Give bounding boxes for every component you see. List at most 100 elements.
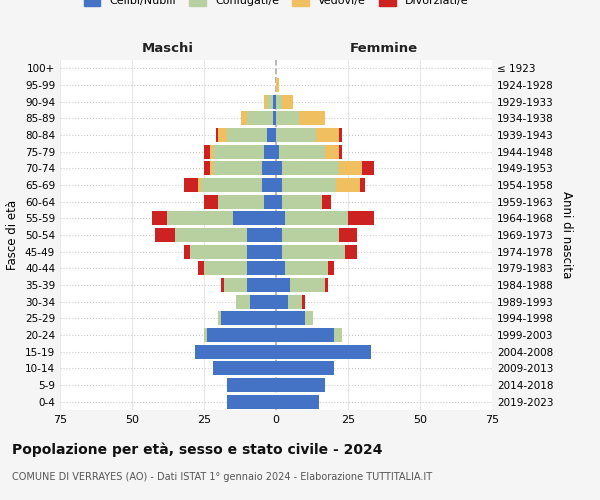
Legend: Celibi/Nubili, Coniugati/e, Vedovi/e, Divorziati/e: Celibi/Nubili, Coniugati/e, Vedovi/e, Di… — [84, 0, 468, 6]
Bar — [204, 261, 247, 276]
Bar — [340, 162, 362, 175]
Bar — [198, 261, 204, 276]
Bar — [276, 112, 299, 126]
Bar — [276, 378, 325, 392]
Bar — [299, 112, 325, 126]
Bar — [218, 194, 265, 209]
Bar — [268, 94, 273, 109]
Bar — [276, 194, 282, 209]
Bar — [276, 278, 290, 292]
Bar — [241, 112, 247, 126]
Bar — [204, 328, 207, 342]
Bar — [322, 194, 331, 209]
Bar — [325, 144, 340, 159]
Bar — [175, 228, 247, 242]
Bar — [276, 144, 279, 159]
Bar — [190, 244, 247, 259]
Bar — [221, 278, 224, 292]
Bar — [340, 128, 342, 142]
Bar — [305, 311, 313, 326]
Bar — [265, 94, 268, 109]
Text: COMUNE DI VERRAYES (AO) - Dati ISTAT 1° gennaio 2024 - Elaborazione TUTTITALIA.I: COMUNE DI VERRAYES (AO) - Dati ISTAT 1° … — [12, 472, 432, 482]
Bar — [204, 162, 210, 175]
Bar — [316, 128, 340, 142]
Bar — [198, 178, 201, 192]
Bar — [233, 211, 276, 226]
Bar — [334, 328, 342, 342]
Bar — [207, 328, 276, 342]
Bar — [276, 261, 284, 276]
Bar — [262, 162, 276, 175]
Bar — [282, 162, 340, 175]
Text: Popolazione per età, sesso e stato civile - 2024: Popolazione per età, sesso e stato civil… — [12, 442, 383, 457]
Bar — [215, 128, 218, 142]
Bar — [282, 178, 337, 192]
Bar — [279, 144, 325, 159]
Bar — [212, 162, 262, 175]
Bar — [282, 228, 340, 242]
Bar — [227, 128, 268, 142]
Bar — [247, 112, 273, 126]
Bar — [325, 278, 328, 292]
Text: Femmine: Femmine — [350, 42, 418, 55]
Bar — [196, 344, 276, 359]
Bar — [227, 394, 276, 409]
Bar — [276, 311, 305, 326]
Bar — [345, 244, 356, 259]
Bar — [340, 228, 356, 242]
Bar — [212, 144, 265, 159]
Bar — [218, 128, 227, 142]
Bar — [362, 162, 374, 175]
Bar — [276, 361, 334, 376]
Bar — [210, 144, 212, 159]
Bar — [276, 94, 282, 109]
Bar — [290, 278, 325, 292]
Bar — [212, 361, 276, 376]
Bar — [276, 394, 319, 409]
Bar — [268, 128, 276, 142]
Bar — [276, 228, 282, 242]
Bar — [348, 211, 374, 226]
Bar — [302, 294, 305, 308]
Bar — [276, 78, 279, 92]
Bar — [276, 178, 282, 192]
Bar — [282, 194, 322, 209]
Bar — [276, 344, 371, 359]
Bar — [273, 112, 276, 126]
Bar — [204, 144, 210, 159]
Bar — [282, 244, 345, 259]
Bar — [276, 294, 287, 308]
Bar — [284, 261, 328, 276]
Bar — [184, 178, 198, 192]
Bar — [155, 228, 175, 242]
Bar — [221, 311, 276, 326]
Bar — [337, 178, 359, 192]
Bar — [247, 261, 276, 276]
Bar — [184, 244, 190, 259]
Bar — [359, 178, 365, 192]
Bar — [218, 311, 221, 326]
Bar — [273, 94, 276, 109]
Bar — [224, 278, 247, 292]
Bar — [282, 94, 293, 109]
Bar — [265, 194, 276, 209]
Bar — [247, 244, 276, 259]
Bar — [201, 178, 262, 192]
Bar — [236, 294, 250, 308]
Bar — [276, 244, 282, 259]
Bar — [265, 144, 276, 159]
Bar — [167, 211, 233, 226]
Y-axis label: Fasce di età: Fasce di età — [7, 200, 19, 270]
Bar — [276, 211, 284, 226]
Bar — [284, 211, 348, 226]
Bar — [262, 178, 276, 192]
Bar — [227, 378, 276, 392]
Bar — [152, 211, 167, 226]
Bar — [247, 278, 276, 292]
Bar — [247, 228, 276, 242]
Bar — [276, 162, 282, 175]
Bar — [328, 261, 334, 276]
Bar — [276, 328, 334, 342]
Bar — [250, 294, 276, 308]
Bar — [210, 162, 212, 175]
